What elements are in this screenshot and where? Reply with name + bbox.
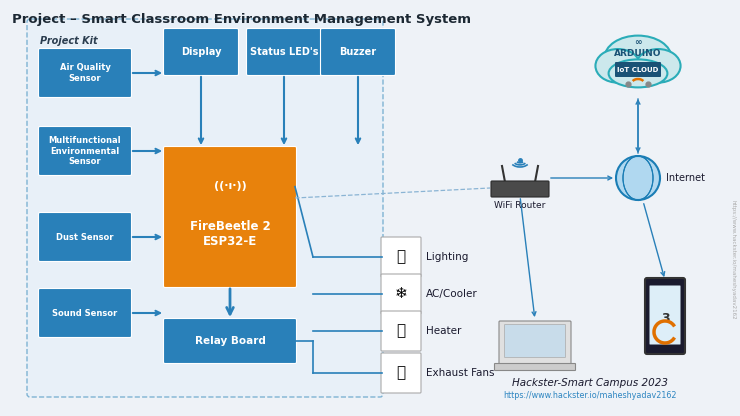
Text: ❄️: ❄️	[394, 287, 408, 302]
FancyBboxPatch shape	[505, 324, 565, 357]
FancyBboxPatch shape	[650, 285, 681, 344]
FancyBboxPatch shape	[499, 321, 571, 365]
Text: Heater: Heater	[426, 326, 461, 336]
Text: 🔲: 🔲	[397, 324, 406, 339]
Text: Multifunctional
Environmental
Sensor: Multifunctional Environmental Sensor	[49, 136, 121, 166]
FancyBboxPatch shape	[381, 274, 421, 314]
FancyBboxPatch shape	[645, 278, 685, 354]
Text: Dust Sensor: Dust Sensor	[56, 233, 114, 242]
Circle shape	[616, 156, 660, 200]
FancyBboxPatch shape	[494, 364, 576, 371]
Text: https://www.hackster.io/maheshyadav2162: https://www.hackster.io/maheshyadav2162	[730, 200, 736, 320]
FancyBboxPatch shape	[38, 289, 132, 337]
FancyBboxPatch shape	[38, 126, 132, 176]
Text: WiFi Router: WiFi Router	[494, 201, 545, 210]
FancyBboxPatch shape	[246, 29, 321, 75]
Text: 3: 3	[661, 312, 669, 324]
Text: Status LED's: Status LED's	[250, 47, 318, 57]
Text: AC/Cooler: AC/Cooler	[426, 289, 478, 299]
Text: Display: Display	[181, 47, 221, 57]
Text: ∞
ARDUINO: ∞ ARDUINO	[614, 38, 662, 58]
FancyBboxPatch shape	[320, 29, 395, 75]
FancyBboxPatch shape	[27, 19, 383, 397]
Text: Lighting: Lighting	[426, 252, 468, 262]
FancyBboxPatch shape	[164, 319, 297, 364]
Text: 💡: 💡	[397, 250, 406, 265]
FancyBboxPatch shape	[491, 181, 549, 197]
FancyBboxPatch shape	[38, 213, 132, 262]
Text: Buzzer: Buzzer	[340, 47, 377, 57]
Text: Air Quality
Sensor: Air Quality Sensor	[59, 63, 110, 83]
FancyBboxPatch shape	[381, 353, 421, 393]
Text: FireBeetle 2
ESP32-E: FireBeetle 2 ESP32-E	[189, 220, 270, 248]
Ellipse shape	[608, 59, 667, 87]
Ellipse shape	[636, 49, 681, 83]
FancyBboxPatch shape	[381, 311, 421, 351]
FancyBboxPatch shape	[381, 237, 421, 277]
Text: 🔄: 🔄	[397, 366, 406, 381]
Ellipse shape	[605, 36, 672, 80]
Text: Sound Sensor: Sound Sensor	[53, 309, 118, 317]
Text: ((·ı·)): ((·ı·))	[214, 181, 246, 191]
FancyBboxPatch shape	[615, 62, 661, 77]
Text: Project – Smart Classroom Environment Management System: Project – Smart Classroom Environment Ma…	[12, 13, 471, 26]
Text: IoT CLOUD: IoT CLOUD	[617, 67, 659, 72]
Text: Internet: Internet	[666, 173, 705, 183]
Ellipse shape	[596, 49, 640, 83]
FancyBboxPatch shape	[164, 29, 238, 75]
Text: Exhaust Fans: Exhaust Fans	[426, 368, 494, 378]
Text: Relay Board: Relay Board	[195, 336, 266, 346]
Text: Project Kit: Project Kit	[40, 36, 98, 46]
FancyBboxPatch shape	[164, 146, 297, 287]
Text: https://www.hackster.io/maheshyadav2162: https://www.hackster.io/maheshyadav2162	[503, 391, 677, 401]
FancyBboxPatch shape	[38, 49, 132, 97]
Text: Hackster-Smart Campus 2023: Hackster-Smart Campus 2023	[512, 378, 668, 388]
